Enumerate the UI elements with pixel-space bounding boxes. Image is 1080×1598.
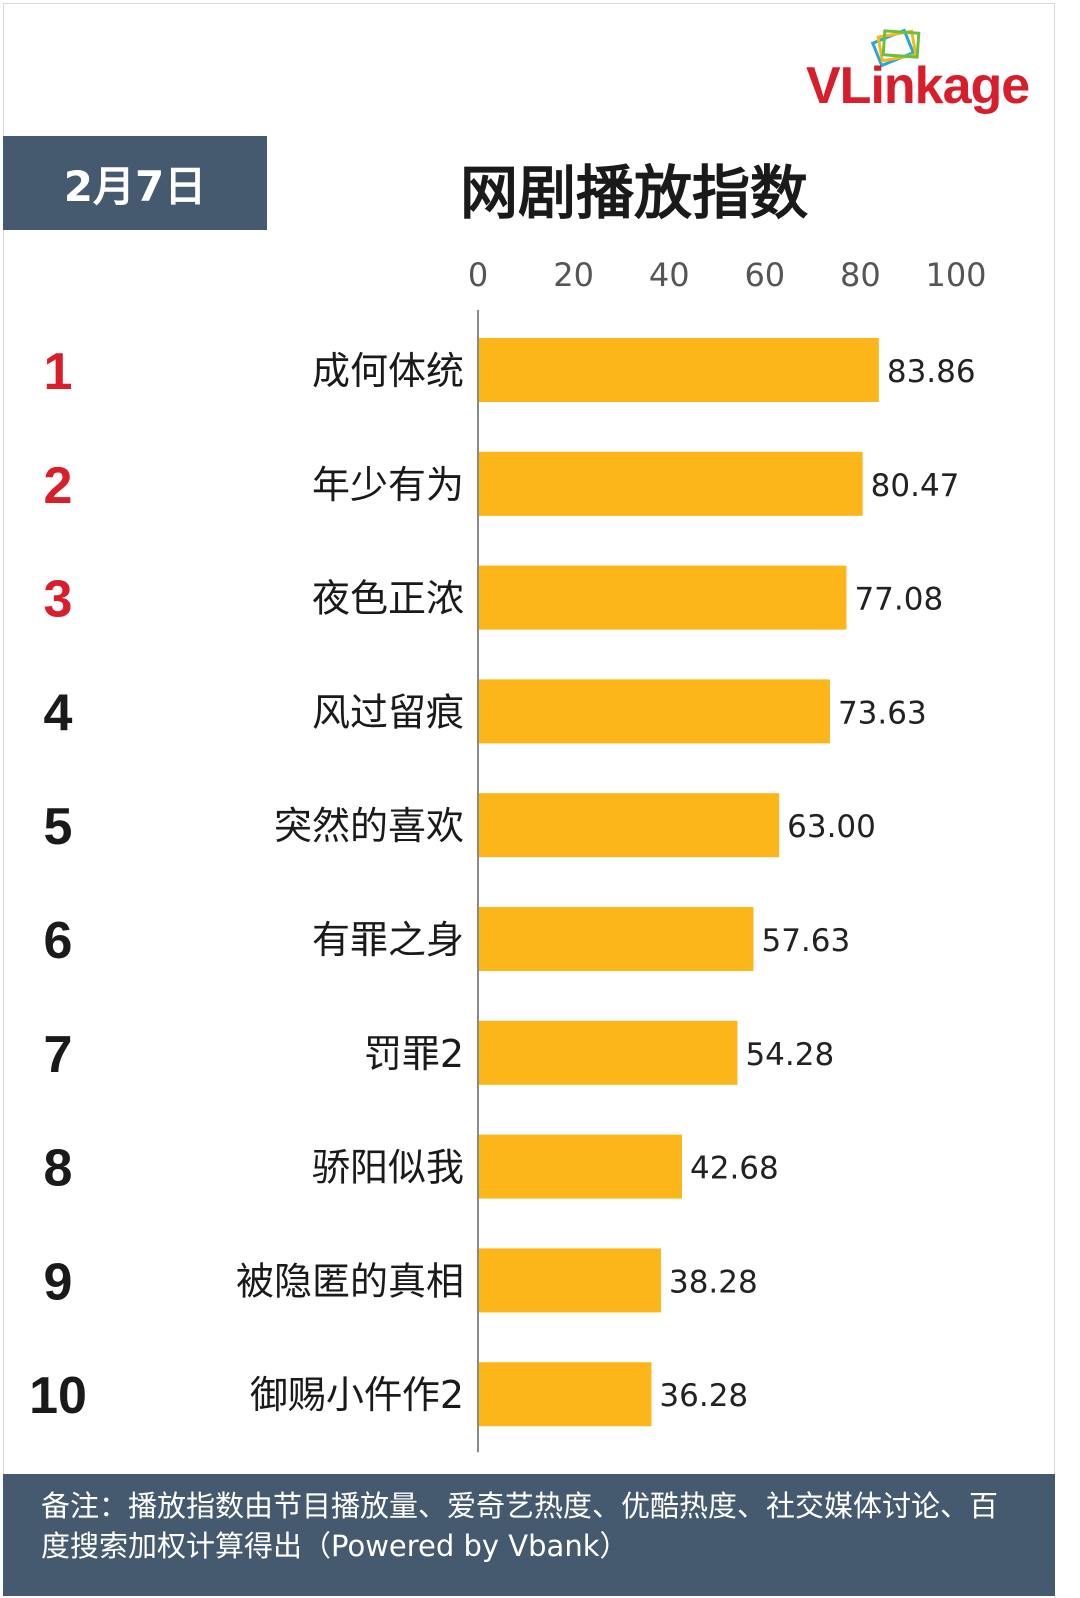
category-label: 夜色正浓 [312, 577, 464, 621]
footer-note: 备注：播放指数由节目播放量、爱奇艺热度、优酷热度、社交媒体讨论、百度搜索加权计算… [3, 1474, 1055, 1596]
rank-number: 6 [44, 912, 73, 970]
category-label: 风过留痕 [312, 690, 464, 734]
category-label: 成何体统 [312, 349, 464, 393]
value-label: 38.28 [669, 1264, 758, 1300]
value-label: 77.08 [854, 582, 943, 618]
rank-number: 10 [29, 1367, 87, 1425]
x-tick-label: 60 [744, 256, 785, 294]
x-tick-label: 80 [840, 256, 881, 294]
rank-number: 1 [44, 343, 73, 401]
rank-number: 3 [44, 571, 73, 629]
rank-number: 2 [44, 457, 73, 515]
rank-number: 5 [44, 798, 73, 856]
stacked-cards-icon [870, 28, 921, 68]
date-badge: 2月7日 [3, 136, 267, 230]
value-label: 83.86 [887, 354, 976, 390]
category-label: 罚罪2 [364, 1032, 464, 1076]
rank-number: 4 [44, 684, 73, 742]
bar [478, 565, 847, 630]
bar [478, 793, 780, 858]
rank-number: 9 [44, 1253, 73, 1311]
category-label: 有罪之身 [312, 918, 464, 962]
bar [478, 338, 879, 402]
rank-number: 7 [44, 1026, 73, 1084]
value-label: 54.28 [745, 1037, 834, 1073]
bar [478, 451, 863, 516]
category-label: 年少有为 [312, 463, 464, 507]
bar [478, 907, 754, 971]
value-label: 36.28 [659, 1378, 748, 1414]
date-label: 2月7日 [63, 161, 207, 211]
x-tick-label: 100 [925, 256, 986, 294]
x-tick-label: 0 [468, 256, 488, 294]
vlinkage-logo: VLinkage [806, 20, 1056, 120]
bar [478, 1248, 661, 1313]
value-label: 63.00 [787, 809, 876, 845]
chart-title: 网剧播放指数 [460, 159, 809, 227]
value-label: 73.63 [838, 695, 927, 731]
bar [478, 679, 830, 744]
category-label: 被隐匿的真相 [236, 1259, 464, 1303]
category-label: 御赐小仵作2 [250, 1373, 464, 1417]
value-label: 42.68 [690, 1151, 779, 1187]
bar-chart: 0 20 40 60 80 100 83.86 成何体统 1 80.47 年少有为 2 77.08 夜色正… [29, 256, 987, 1453]
value-label: 57.63 [761, 923, 850, 959]
footer-note-text: 备注：播放指数由节目播放量、爱奇艺热度、优酷热度、社交媒体讨论、百度搜索加权计算… [41, 1489, 999, 1563]
logo-wordmark: VLinkage [806, 57, 1030, 115]
x-tick-label: 20 [553, 256, 594, 294]
bar [478, 1134, 683, 1199]
rank-number: 8 [44, 1140, 73, 1198]
category-label: 突然的喜欢 [274, 804, 464, 848]
value-label: 80.47 [871, 468, 960, 504]
bar [478, 1020, 738, 1085]
bar [478, 1362, 652, 1427]
x-tick-label: 40 [649, 256, 690, 294]
category-label: 骄阳似我 [312, 1146, 464, 1190]
